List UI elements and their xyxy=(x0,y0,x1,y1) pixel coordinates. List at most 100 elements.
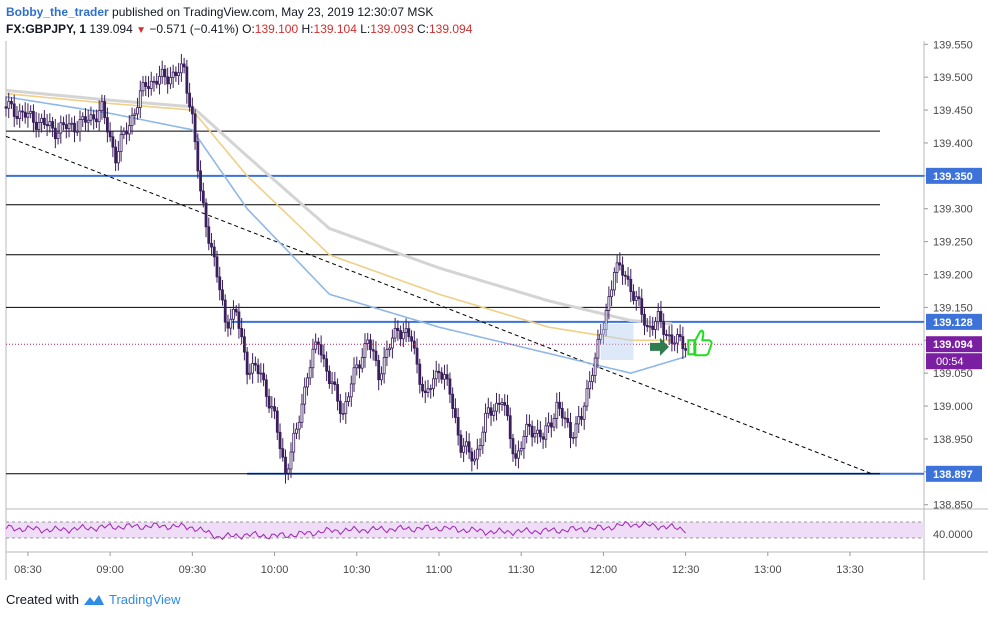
current-price-box xyxy=(926,336,982,353)
candle xyxy=(336,384,339,402)
candle xyxy=(549,422,553,428)
x-tick-label: 10:30 xyxy=(343,564,371,576)
candle xyxy=(593,357,597,376)
candle xyxy=(349,383,353,398)
candle xyxy=(508,415,512,439)
candle xyxy=(264,379,268,397)
price-level-label: 139.350 xyxy=(933,171,973,183)
candle xyxy=(226,321,230,329)
y-tick-label: 139.550 xyxy=(933,39,973,51)
y-tick-label: 139.500 xyxy=(933,72,973,84)
moving-average-line xyxy=(5,88,673,326)
candle xyxy=(443,374,446,380)
candle xyxy=(369,339,372,351)
candle xyxy=(338,400,342,414)
candle xyxy=(240,328,244,338)
candle xyxy=(218,276,222,291)
candle xyxy=(347,396,350,402)
candle xyxy=(193,113,197,143)
candle xyxy=(591,375,594,383)
candle xyxy=(522,435,526,449)
candle xyxy=(421,383,424,392)
candle xyxy=(81,116,85,120)
candle xyxy=(275,410,279,433)
footer: Created with TradingView xyxy=(6,592,181,607)
candle xyxy=(73,122,76,133)
candle xyxy=(237,311,241,329)
chart-header: Bobby_the_trader published on TradingVie… xyxy=(6,4,472,38)
candle xyxy=(51,121,54,129)
candle xyxy=(163,68,167,78)
candle xyxy=(95,118,98,123)
candle xyxy=(127,125,131,135)
candle xyxy=(56,132,60,140)
candle xyxy=(86,119,90,123)
candle xyxy=(651,325,655,330)
candle xyxy=(544,425,548,440)
candle xyxy=(374,350,378,361)
published-info: published on TradingView.com, May 23, 20… xyxy=(112,5,434,19)
candle xyxy=(434,370,438,380)
candle xyxy=(297,421,301,430)
candle xyxy=(141,82,145,92)
candle xyxy=(673,342,677,345)
candle xyxy=(684,348,687,351)
candle xyxy=(130,114,134,127)
price-label-box xyxy=(926,167,982,184)
candle xyxy=(114,146,118,164)
candle xyxy=(478,445,482,450)
candle xyxy=(67,123,71,130)
candle xyxy=(155,80,159,85)
candle xyxy=(105,117,109,133)
candle xyxy=(484,412,487,433)
candle xyxy=(560,408,564,419)
current-price-label: 139.094 xyxy=(933,339,974,351)
candle xyxy=(506,404,509,417)
candle xyxy=(158,75,161,85)
candle xyxy=(615,262,619,273)
last-price: 139.094 xyxy=(89,22,133,36)
author-name[interactable]: Bobby_the_trader xyxy=(6,5,109,19)
candle xyxy=(451,393,455,409)
candle xyxy=(45,124,49,127)
candle xyxy=(577,416,581,425)
candle xyxy=(500,402,504,405)
candle xyxy=(656,311,660,322)
candle xyxy=(12,103,16,117)
candle xyxy=(152,80,156,83)
x-tick-label: 09:30 xyxy=(179,564,207,576)
candle xyxy=(70,122,74,125)
candle xyxy=(429,388,433,390)
candle xyxy=(232,308,235,320)
trendline[interactable] xyxy=(5,135,873,475)
high-value: 139.104 xyxy=(313,22,357,36)
candle xyxy=(270,406,274,409)
candle xyxy=(629,278,633,293)
candle xyxy=(344,401,348,414)
candle xyxy=(259,372,263,375)
close-value: 139.094 xyxy=(429,22,473,36)
candle xyxy=(23,111,27,118)
candle xyxy=(284,456,287,474)
candle xyxy=(527,423,531,427)
candle xyxy=(188,92,192,108)
candle xyxy=(7,100,11,109)
candle xyxy=(34,121,38,130)
candle xyxy=(547,422,550,427)
candle xyxy=(199,170,202,192)
candle xyxy=(223,299,227,323)
candle xyxy=(182,63,186,68)
price-change: −0.571 (−0.41%) xyxy=(149,22,239,36)
candle xyxy=(245,351,249,375)
y-tick-label: 139.200 xyxy=(933,270,973,282)
candle xyxy=(662,321,666,335)
ohlc-legend: FX:GBPJPY, 1 139.094 ▼ −0.571 (−0.41%) O… xyxy=(6,21,472,38)
moving-average-line xyxy=(5,96,686,375)
candle xyxy=(311,348,315,369)
x-tick-label: 13:00 xyxy=(754,564,782,576)
tradingview-brand[interactable]: TradingView xyxy=(108,592,181,607)
candle xyxy=(618,262,622,266)
candle xyxy=(64,124,68,130)
candle xyxy=(390,337,394,349)
